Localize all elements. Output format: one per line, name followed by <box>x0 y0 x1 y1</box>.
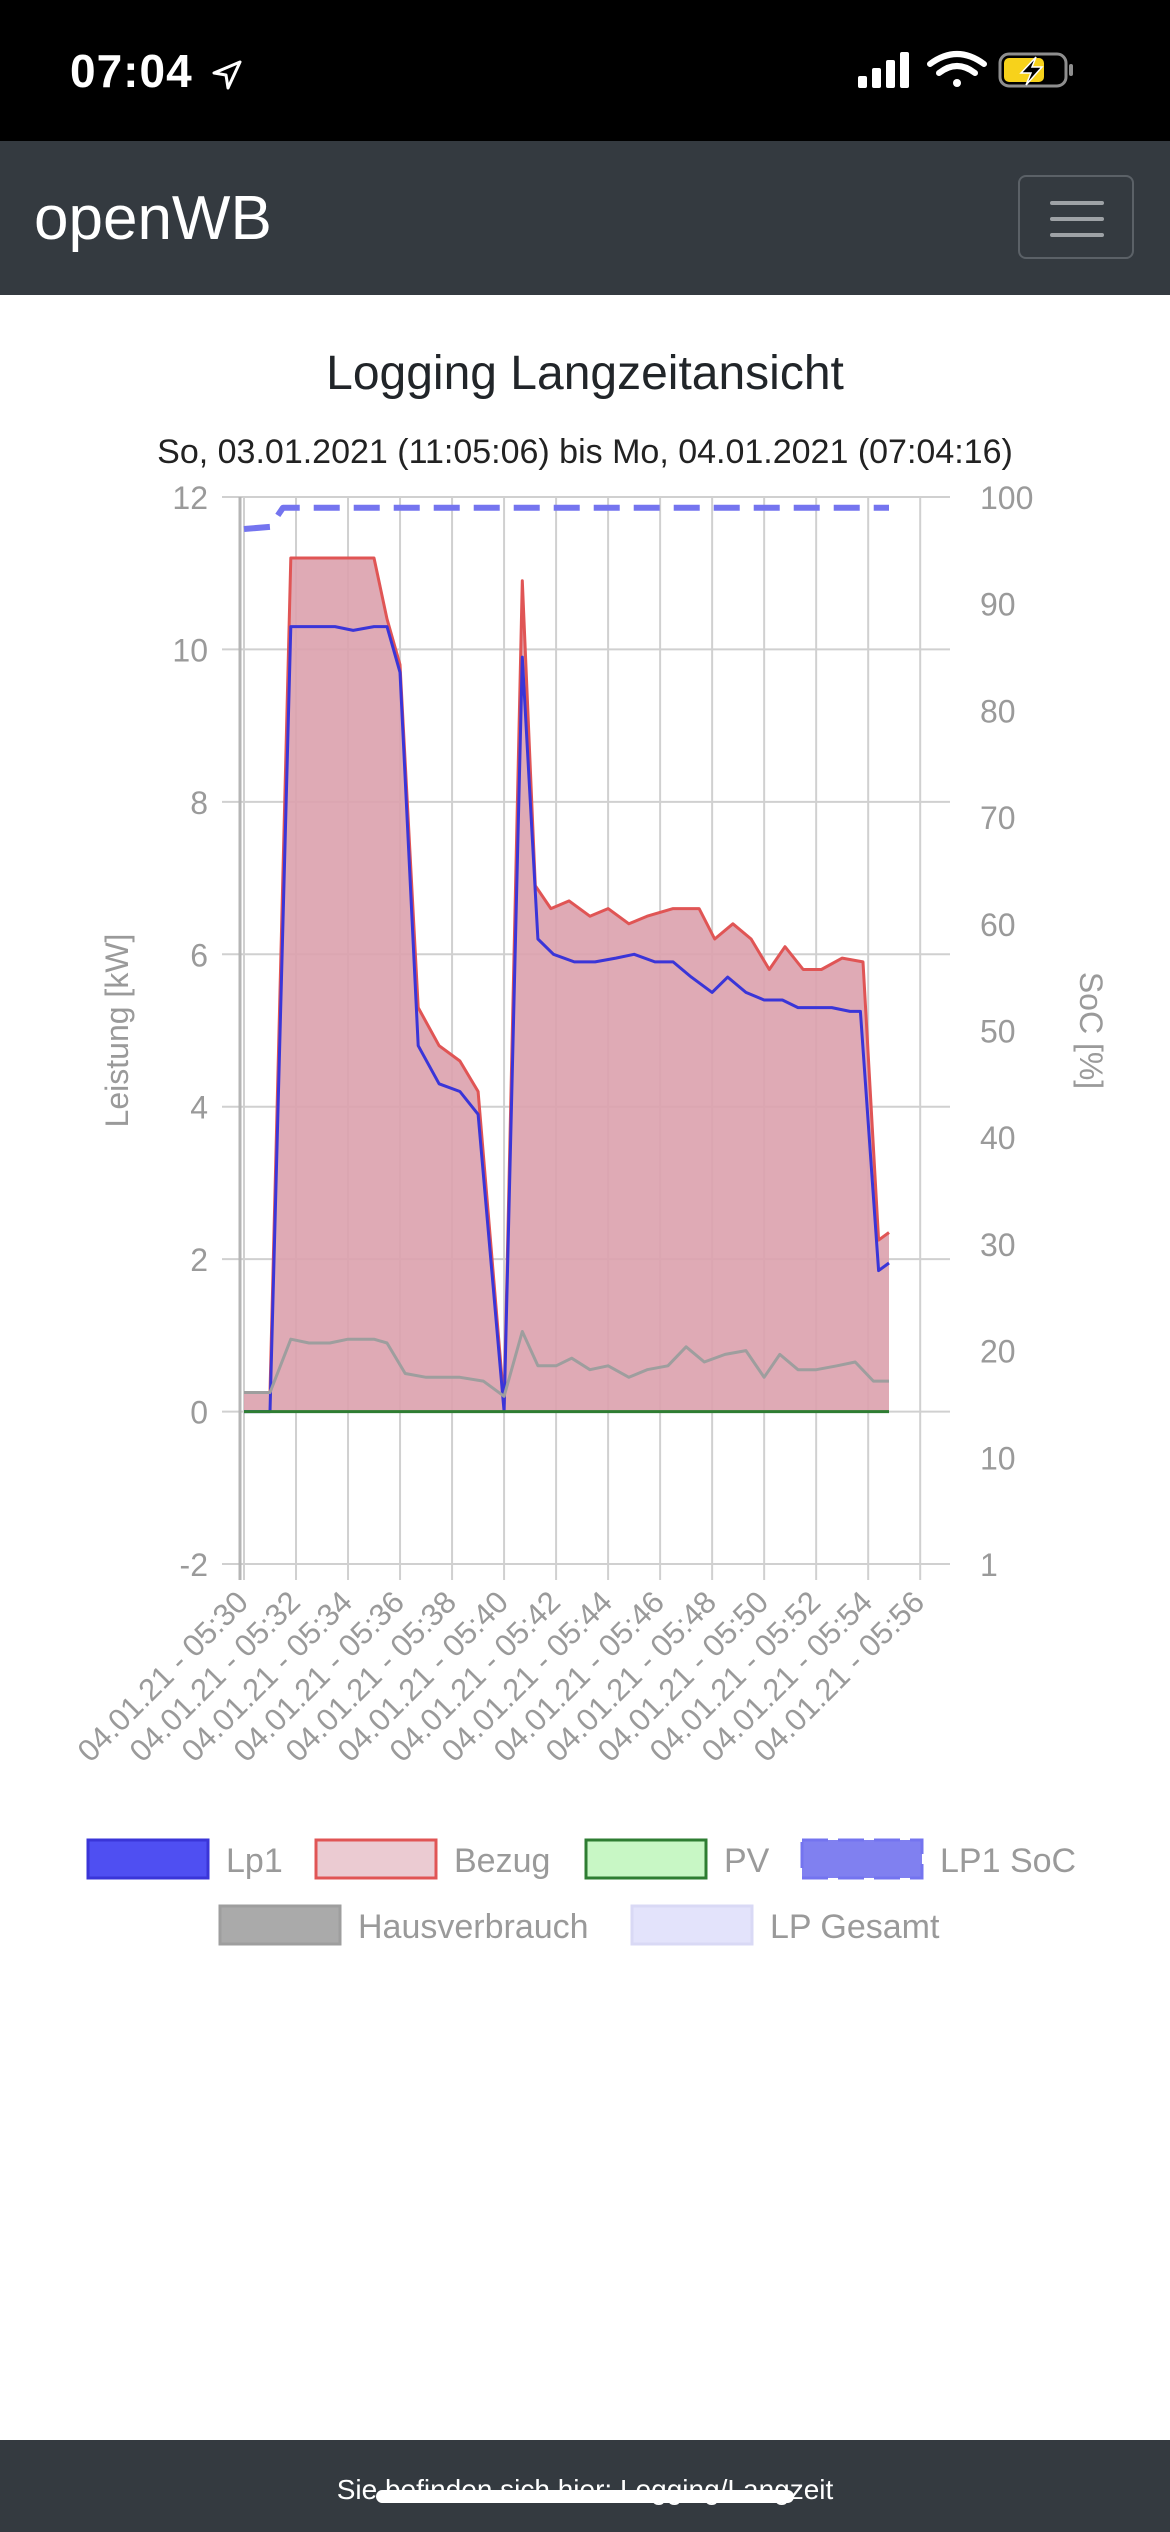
y-tick-label-right: 10 <box>980 1440 1016 1476</box>
battery-charging-icon <box>998 52 1073 88</box>
hamburger-icon-bar <box>1050 201 1104 205</box>
series-line-bezug <box>244 556 890 1406</box>
y-tick-label-left: -2 <box>180 1547 208 1583</box>
legend-swatch-lp1-soc[interactable] <box>800 1838 924 1880</box>
navbar: openWB <box>0 141 1170 295</box>
y-axis-label-left: Leistung [kW] <box>99 934 135 1128</box>
series-area-bezug <box>244 558 889 1412</box>
y-tick-label-right: 30 <box>980 1227 1016 1263</box>
legend-swatch-lp1[interactable] <box>86 1838 210 1880</box>
legend-label[interactable]: Hausverbrauch <box>358 1908 589 1946</box>
cellular-signal-icon <box>858 52 909 88</box>
y-tick-label-right: 80 <box>980 693 1016 729</box>
y-tick-label-left: 4 <box>190 1090 208 1126</box>
footer: Sie befinden sich hier: Logging/Langzeit <box>0 2440 1170 2532</box>
y-tick-label-left: 8 <box>190 785 208 821</box>
brand-logo[interactable]: openWB <box>34 184 272 253</box>
chart-subtitle: So, 03.01.2021 (11:05:06) bis Mo, 04.01.… <box>157 433 1013 471</box>
location-arrow-icon <box>212 60 242 90</box>
legend-swatch-hausverbrauch[interactable] <box>218 1904 342 1946</box>
y-tick-label-right: 50 <box>980 1014 1016 1050</box>
chart-container: So, 03.01.2021 (11:05:06) bis Mo, 04.01.… <box>0 420 1170 1960</box>
y-axis-label-right: SoC [%] <box>1073 972 1109 1089</box>
legend-label[interactable]: Lp1 <box>226 1842 283 1880</box>
y-tick-label-left: 6 <box>190 937 208 973</box>
y-tick-label-left: 2 <box>190 1242 208 1278</box>
legend-swatch-pv[interactable] <box>584 1838 708 1880</box>
y-tick-label-right: 1 <box>980 1547 998 1583</box>
status-time: 07:04 <box>70 45 193 97</box>
hamburger-icon-bar <box>1050 233 1104 237</box>
y-tick-label-right: 70 <box>980 800 1016 836</box>
series-line-hausverbrauch <box>244 1330 889 1398</box>
wifi-icon <box>927 51 987 87</box>
legend-swatch-lp-gesamt[interactable] <box>630 1904 754 1946</box>
legend-label[interactable]: LP1 SoC <box>940 1842 1076 1880</box>
chart: So, 03.01.2021 (11:05:06) bis Mo, 04.01.… <box>71 433 1109 1946</box>
legend-label[interactable]: Bezug <box>454 1842 550 1880</box>
y-tick-label-right: 40 <box>980 1120 1016 1156</box>
y-tick-label-right: 60 <box>980 907 1016 943</box>
y-tick-label-right: 90 <box>980 587 1016 623</box>
y-tick-label-right: 20 <box>980 1334 1016 1370</box>
legend-swatch-bezug[interactable] <box>314 1838 438 1880</box>
page-title: Logging Langzeitansicht <box>326 347 844 400</box>
hamburger-icon-bar <box>1050 217 1104 221</box>
y-tick-label-right: 100 <box>980 480 1033 516</box>
menu-toggle-button[interactable] <box>1018 175 1134 259</box>
home-indicator <box>376 2490 794 2503</box>
y-tick-label-left: 12 <box>172 480 208 516</box>
y-tick-label-left: 0 <box>190 1395 208 1431</box>
status-icons <box>858 51 1073 88</box>
y-tick-label-left: 10 <box>172 632 208 668</box>
series-line-lp1-soc <box>243 504 889 532</box>
series-line-lp1 <box>244 625 890 1414</box>
legend-label[interactable]: LP Gesamt <box>770 1908 940 1946</box>
legend-label[interactable]: PV <box>724 1842 770 1880</box>
status-bar: 07:04 <box>0 0 1170 141</box>
